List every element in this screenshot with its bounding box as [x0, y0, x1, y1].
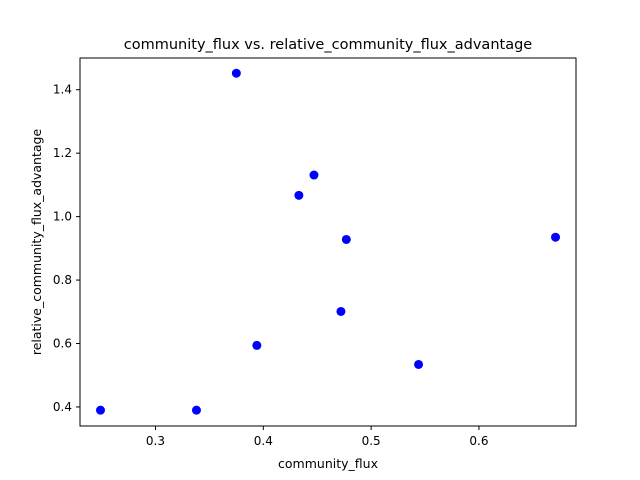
y-tick-label: 1.2 — [53, 146, 72, 160]
y-tick-label: 0.8 — [53, 273, 72, 287]
plot-area: 0.3 0.4 0.5 0.6 0.4 0.6 0.8 1.0 1.2 1.4 — [53, 57, 577, 448]
data-points — [95, 68, 561, 415]
x-tick-label: 0.6 — [469, 434, 488, 448]
data-point — [191, 405, 201, 415]
axes-frame — [79, 57, 577, 427]
data-point — [551, 232, 561, 242]
y-tick-label: 0.6 — [53, 337, 72, 351]
x-tick-label: 0.3 — [146, 434, 165, 448]
data-point — [252, 340, 262, 350]
y-axis-ticks: 0.4 0.6 0.8 1.0 1.2 1.4 — [53, 83, 80, 414]
data-point — [231, 68, 241, 78]
x-tick-label: 0.4 — [254, 434, 273, 448]
y-tick-label: 1.0 — [53, 210, 72, 224]
y-tick-label: 0.4 — [53, 400, 72, 414]
data-point — [336, 306, 346, 316]
x-axis-ticks: 0.3 0.4 0.5 0.6 — [146, 426, 489, 448]
chart-title: community_flux vs. relative_community_fl… — [124, 37, 533, 53]
data-point — [341, 234, 351, 244]
x-axis-label: community_flux — [278, 456, 378, 471]
y-axis-label: relative_community_flux_advantage — [29, 129, 44, 356]
data-point — [95, 405, 105, 415]
data-point — [309, 170, 319, 180]
data-point — [294, 190, 304, 200]
x-tick-label: 0.5 — [362, 434, 381, 448]
data-point — [414, 359, 424, 369]
y-tick-label: 1.4 — [53, 83, 72, 97]
